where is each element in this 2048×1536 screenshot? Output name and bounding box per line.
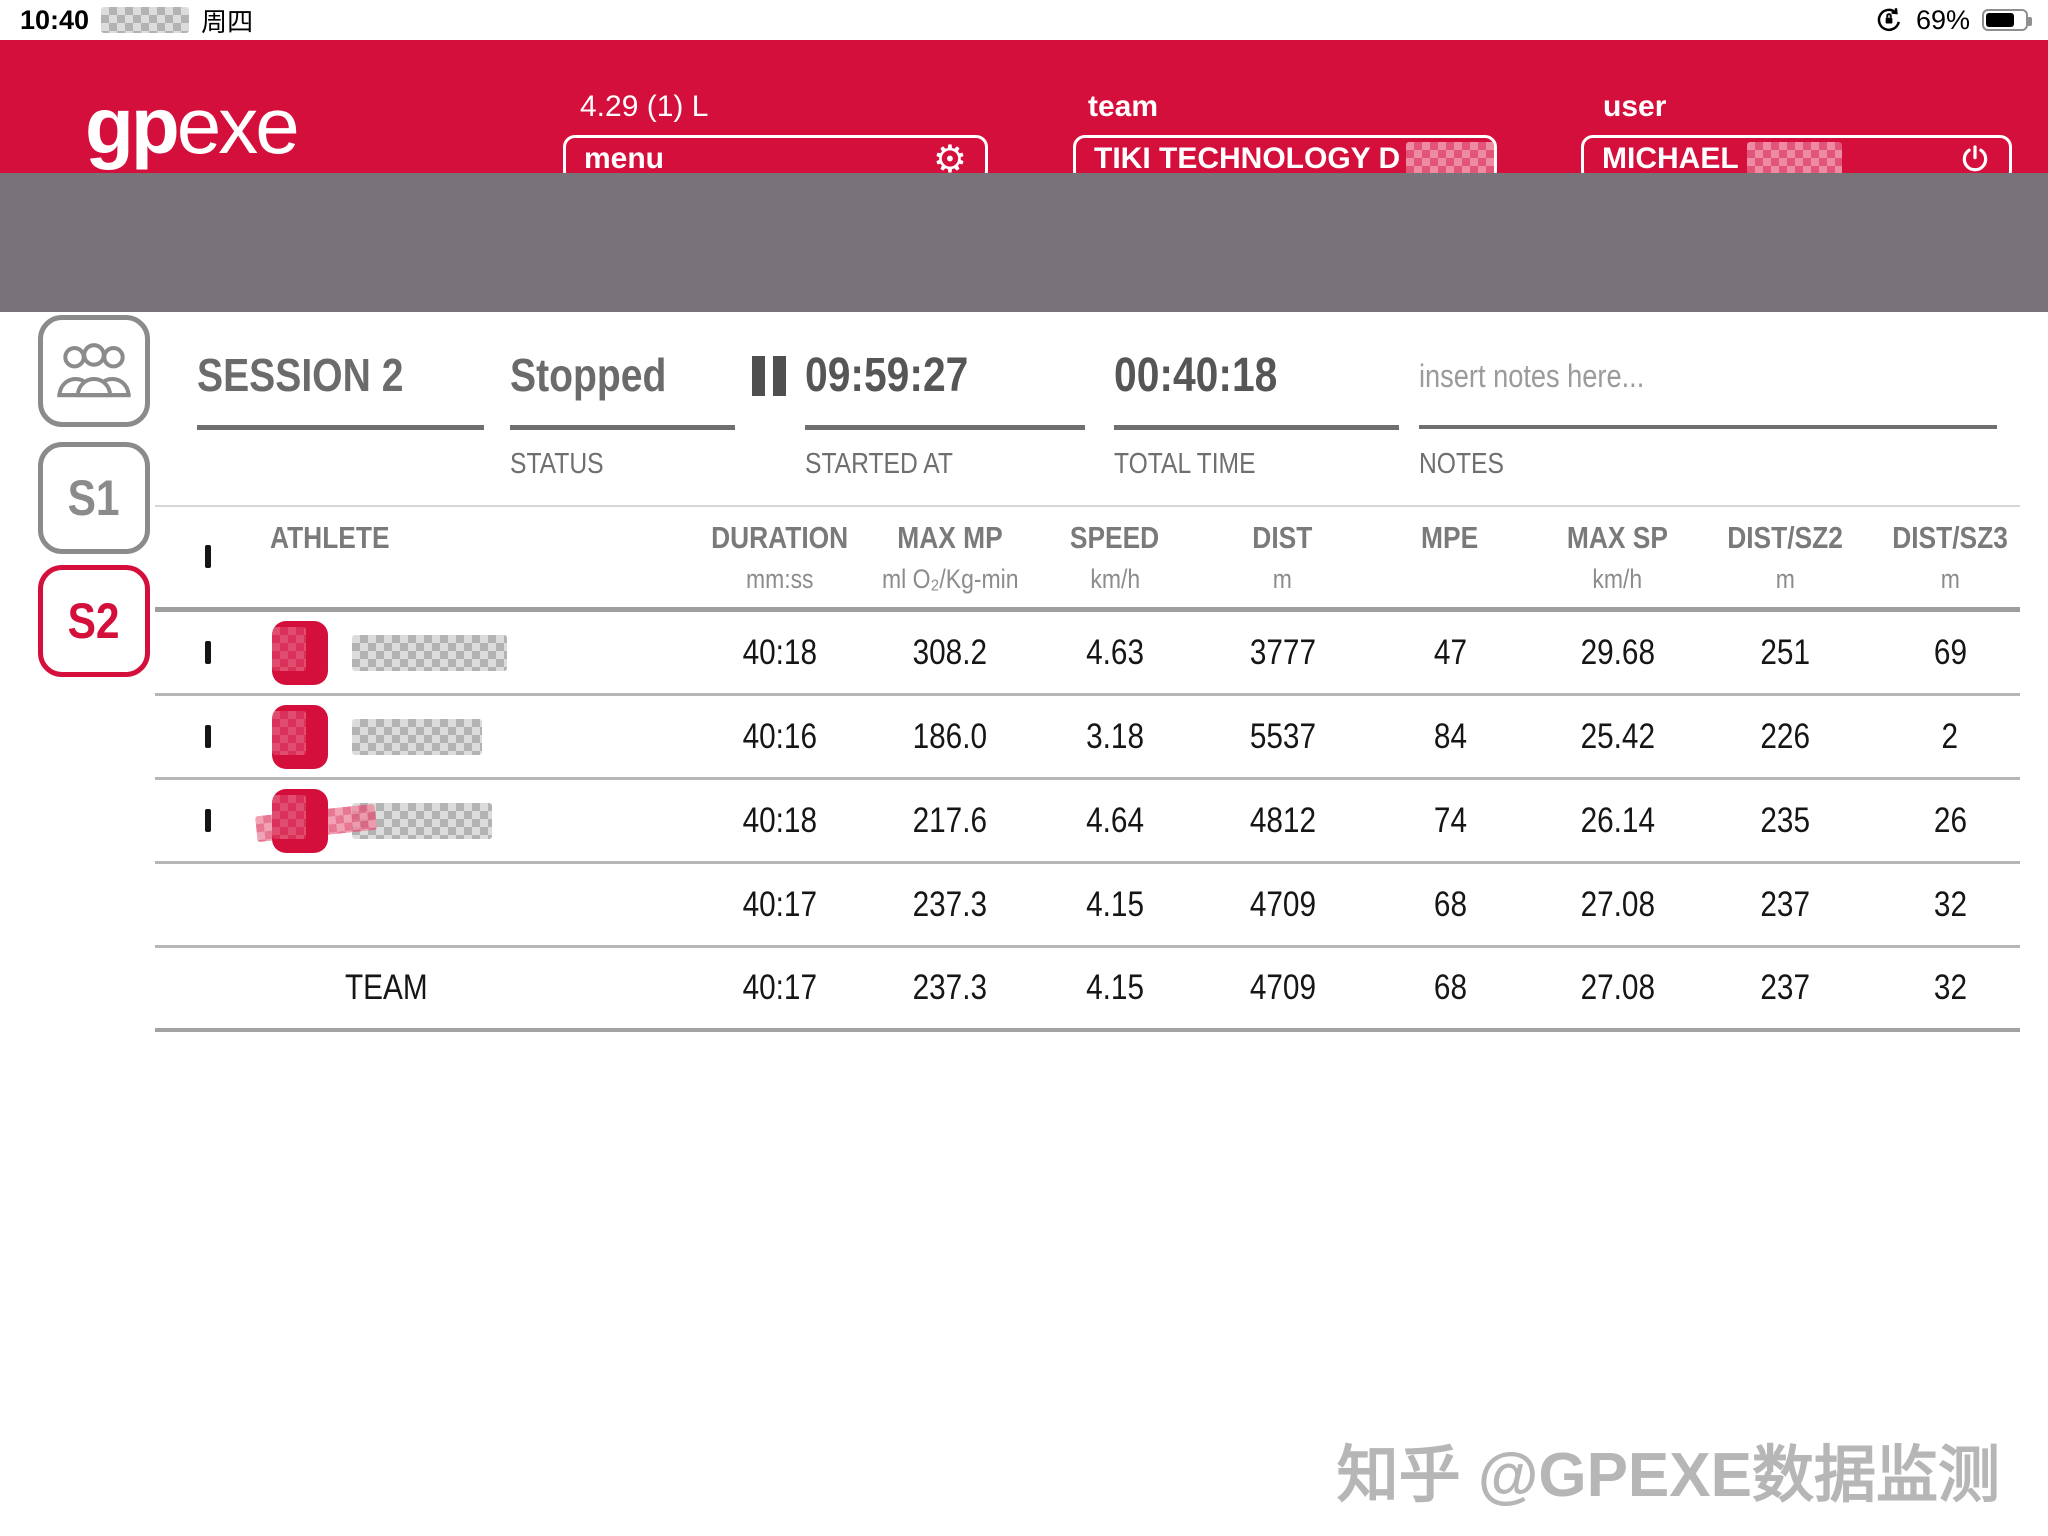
rotation-lock-icon [1874,5,1904,35]
user-name: MICHAEL [1602,142,1739,175]
firmware-version: 4.29 (1) L [580,90,709,123]
pixelated-team-name [1406,142,1494,176]
col-athlete: ATHLETE [270,520,390,555]
pixelated-athlete-name [352,634,507,671]
select-all-checkbox[interactable] [205,545,211,568]
table-header-row: ATHLETE DURATION mm:ss MAX MP ml O₂/Kg-min… [155,505,2020,612]
gear-icon: ⚙ [932,137,967,181]
col-dist: DIST [1252,519,1313,555]
pixelated-date [101,7,190,33]
app-header: gpexe 4.29 (1) L menu ⚙ team TIKI TECHNO… [0,40,2048,183]
team-selector[interactable]: TIKI TECHNOLOGY D [1073,135,1497,183]
menu-label: menu [584,142,665,175]
started-at-label: STARTED AT [805,448,953,480]
user-selector[interactable]: MICHAEL [1581,135,2012,183]
started-at-value: 09:59:27 [805,349,969,402]
pause-icon [752,356,790,396]
status-label: STATUS [510,448,604,480]
athlete-table: ATHLETE DURATION mm:ss MAX MP ml O₂/Kg-min… [155,505,2020,1032]
athlete-avatar[interactable] [272,788,328,853]
camera-button[interactable] [1419,369,1512,462]
notes-label: NOTES [1419,448,1504,480]
col-max-mp: MAX MP [897,519,1003,555]
people-icon [55,341,133,401]
photos-stack-icon [1553,391,1607,441]
table-row: 40:16 186.0 3.18 5537 84 25.42 226 2 [155,696,2020,780]
athlete-avatar[interactable] [272,620,328,685]
average-row: 40:17 237.3 4.15 4709 68 27.08 237 32 [155,864,2020,948]
table-row: 40:18 217.6 4.64 4812 74 26.14 235 26 [155,780,2020,864]
battery-icon [1982,9,2032,31]
battery-percent: 69% [1915,4,1970,35]
pixelated-athlete-name [352,718,482,755]
camera-icon [1437,392,1495,440]
team-row-label: TEAM [345,968,428,1007]
col-dist-sz3: DIST/SZ3 [1892,519,2008,555]
in-out-button: IN OUT [812,369,905,462]
close-session-button[interactable] [622,369,715,462]
wifi-icon [1908,395,1970,447]
col-duration: DURATION [711,519,849,555]
gpexe-logo: gpexe [85,81,300,170]
session-title: SESSION 2 [197,349,404,401]
team-name: TIKI TECHNOLOGY D [1094,142,1401,175]
sidebar-athletes-button[interactable] [38,315,150,427]
session-status-value: Stopped [510,349,667,401]
gallery-button [1533,369,1626,462]
table-row: 40:18 308.2 4.63 3777 47 29.68 251 69 [155,612,2020,696]
col-max-sp: MAX SP [1566,519,1669,555]
col-speed: SPEED [1070,519,1160,555]
list-icon [222,392,275,439]
sidebar-session1-tab[interactable]: S1 [38,442,150,554]
watermark: 知乎 @GPEXE数据监测 [1336,1441,2000,1510]
row-checkbox[interactable] [205,724,211,748]
notes-input[interactable]: insert notes here... [1419,358,1645,394]
status-bar: 10:40 周四 69% [0,0,2048,40]
tshirt-icon [333,389,395,442]
sidebar-session2-tab[interactable]: S2 [38,565,150,677]
col-dist-sz2: DIST/SZ2 [1727,519,1843,555]
user-label: user [1603,90,1667,123]
col-mpe: MPE [1421,520,1479,555]
total-time-label: TOTAL TIME [1114,448,1256,480]
clock: 10:40 [20,4,90,35]
team-row: TEAM 40:17 237.3 4.15 4709 68 27.08 237 … [155,948,2020,1032]
team-label: team [1088,90,1159,123]
report-list-button[interactable] [202,369,295,462]
row-checkbox[interactable] [205,808,211,832]
jersey-button[interactable] [317,369,410,462]
person-x-icon [1058,390,1116,441]
pixelated-athlete-name [352,802,492,839]
pixelated-user-name [1746,142,1842,176]
row-checkbox[interactable] [205,640,211,664]
logout-power-icon[interactable] [1959,143,1991,175]
weekday: 周四 [201,6,254,37]
total-time-value: 00:40:18 [1114,349,1278,402]
athlete-avatar[interactable] [272,704,328,769]
show-rpe-button[interactable]: SHOWRPE [1269,369,1362,462]
